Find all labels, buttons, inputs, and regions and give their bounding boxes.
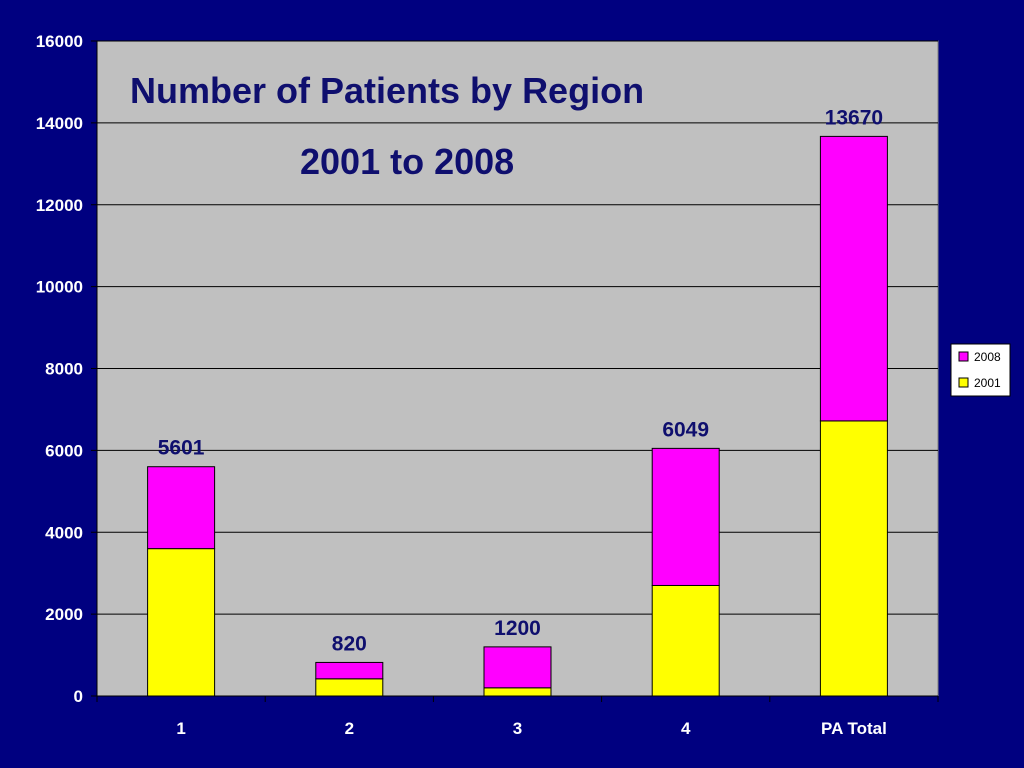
- y-tick-label: 8000: [45, 360, 83, 379]
- chart-subtitle: 2001 to 2008: [300, 141, 514, 182]
- data-label-total: 5601: [158, 437, 205, 460]
- bar-2008-1: [147, 466, 216, 550]
- x-tick-label: 2: [345, 719, 354, 738]
- data-labels: 5601 820 1200 6049 13670: [158, 106, 883, 655]
- bar-2001-4: [651, 584, 720, 697]
- bar-2001-2: [315, 678, 384, 697]
- data-label-total: 6049: [662, 418, 709, 441]
- y-tick-label: 16000: [36, 32, 83, 51]
- bar-2008-2: [315, 661, 384, 680]
- y-tick-label: 12000: [36, 196, 83, 215]
- legend-swatch-2008: [958, 351, 969, 362]
- bar-2001-3: [483, 687, 552, 697]
- legend-label-2001: 2001: [974, 376, 1001, 390]
- y-tick-label: 0: [74, 687, 83, 706]
- y-tick-label: 6000: [45, 441, 83, 460]
- legend-swatch-2001: [958, 377, 969, 388]
- data-label-total: 820: [332, 632, 367, 655]
- x-tick-labels: 1 2 3 4 PA Total: [176, 719, 886, 738]
- data-label-total: 13670: [825, 106, 883, 129]
- y-tick-label: 4000: [45, 523, 83, 542]
- bars: [147, 135, 888, 697]
- x-tick-label: 4: [681, 719, 691, 738]
- y-tick-labels: 0 2000 4000 6000 8000 10000 12000 14000 16000: [36, 32, 83, 706]
- bar-2001-pa-total: [819, 420, 888, 697]
- x-tick-label: 1: [176, 719, 185, 738]
- x-tick-label: PA Total: [821, 719, 887, 738]
- bar-2008-3: [483, 646, 552, 689]
- chart-title: Number of Patients by Region: [130, 70, 644, 111]
- gridlines: [91, 40, 939, 702]
- y-tick-label: 14000: [36, 114, 83, 133]
- bar-2008-pa-total: [819, 135, 888, 422]
- legend: 2008 2001: [950, 343, 1011, 397]
- y-tick-label: 2000: [45, 605, 83, 624]
- legend-label-2008: 2008: [974, 350, 1001, 364]
- axes: [96, 41, 938, 697]
- bar-2008-4: [651, 447, 720, 586]
- x-tick-label: 3: [513, 719, 522, 738]
- y-tick-label: 10000: [36, 278, 83, 297]
- bar-2001-1: [147, 548, 216, 697]
- data-label-total: 1200: [494, 617, 541, 640]
